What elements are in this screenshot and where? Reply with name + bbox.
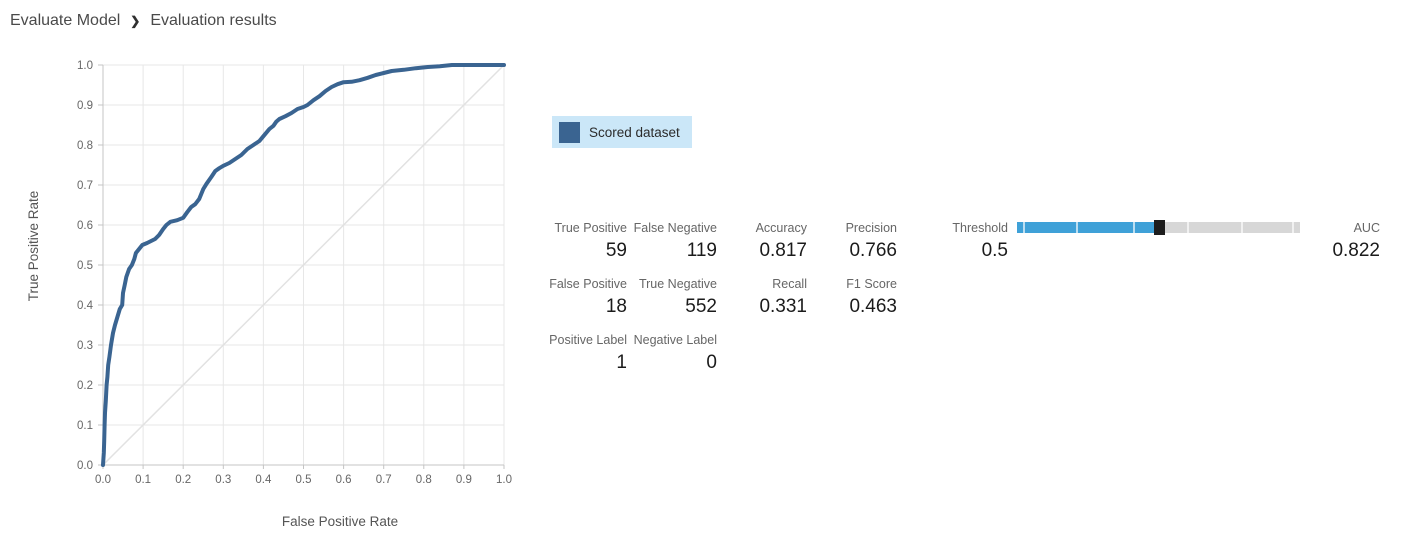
svg-text:0.9: 0.9 bbox=[77, 100, 93, 112]
metric-recall: Recall 0.331 bbox=[717, 276, 807, 332]
svg-text:0.3: 0.3 bbox=[77, 340, 93, 352]
metric-precision: Precision 0.766 bbox=[807, 220, 897, 276]
metric-f1-score: F1 Score 0.463 bbox=[807, 276, 897, 332]
metrics-grid: True Positive 59 False Negative 119 Accu… bbox=[537, 220, 897, 388]
metric-value: 59 bbox=[605, 240, 627, 261]
metric-false-negative: False Negative 119 bbox=[627, 220, 717, 276]
metric-value: 0.766 bbox=[849, 240, 897, 261]
metric-label: False Positive bbox=[549, 277, 627, 291]
metric-negative-label: Negative Label 0 bbox=[627, 332, 717, 388]
metric-label: F1 Score bbox=[846, 277, 897, 291]
metric-true-negative: True Negative 552 bbox=[627, 276, 717, 332]
metric-accuracy: Accuracy 0.817 bbox=[717, 220, 807, 276]
legend-label: Scored dataset bbox=[589, 124, 680, 140]
metric-false-positive: False Positive 18 bbox=[537, 276, 627, 332]
auc-block: AUC 0.822 bbox=[1290, 220, 1380, 264]
slider-tick bbox=[1133, 222, 1136, 233]
slider-tick bbox=[1291, 222, 1294, 233]
threshold-slider[interactable] bbox=[1017, 220, 1300, 235]
slider-tick bbox=[1240, 222, 1243, 233]
threshold-label: Threshold bbox=[952, 221, 1008, 235]
threshold-slider-fill bbox=[1017, 222, 1154, 233]
svg-text:0.0: 0.0 bbox=[95, 474, 111, 486]
metric-value: 0.331 bbox=[759, 296, 807, 317]
metric-label: True Positive bbox=[554, 221, 627, 235]
metric-label: True Negative bbox=[638, 277, 717, 291]
breadcrumb-evaluation-results: Evaluation results bbox=[150, 12, 277, 29]
metric-value: 0.817 bbox=[759, 240, 807, 261]
svg-text:0.7: 0.7 bbox=[77, 180, 93, 192]
svg-text:0.2: 0.2 bbox=[77, 380, 93, 392]
svg-text:False Positive Rate: False Positive Rate bbox=[282, 514, 398, 529]
auc-label: AUC bbox=[1353, 221, 1380, 235]
metric-value: 0.463 bbox=[849, 296, 897, 317]
svg-text:0.8: 0.8 bbox=[77, 140, 93, 152]
threshold-block: Threshold 0.5 bbox=[880, 220, 1008, 264]
slider-tick bbox=[1186, 222, 1189, 233]
svg-text:0.4: 0.4 bbox=[77, 300, 94, 312]
svg-text:0.0: 0.0 bbox=[77, 460, 93, 472]
breadcrumb-evaluate-model[interactable]: Evaluate Model bbox=[10, 12, 121, 29]
metric-label: False Negative bbox=[633, 221, 717, 235]
svg-text:1.0: 1.0 bbox=[496, 474, 512, 486]
auc-value: 0.822 bbox=[1332, 240, 1380, 261]
svg-text:0.8: 0.8 bbox=[416, 474, 432, 486]
metric-true-positive: True Positive 59 bbox=[537, 220, 627, 276]
legend-scored-dataset[interactable]: Scored dataset bbox=[552, 116, 692, 148]
slider-tick bbox=[1076, 222, 1079, 233]
svg-text:0.1: 0.1 bbox=[135, 474, 151, 486]
breadcrumb: Evaluate Model ❯ Evaluation results bbox=[10, 12, 277, 30]
metric-value: 1 bbox=[616, 352, 627, 373]
metric-label: Accuracy bbox=[755, 221, 807, 235]
svg-text:1.0: 1.0 bbox=[77, 60, 93, 72]
metric-label: Precision bbox=[845, 221, 897, 235]
metric-positive-label: Positive Label 1 bbox=[537, 332, 627, 388]
svg-text:0.6: 0.6 bbox=[77, 220, 93, 232]
svg-text:0.4: 0.4 bbox=[255, 474, 272, 486]
svg-text:0.1: 0.1 bbox=[77, 420, 93, 432]
threshold-slider-handle[interactable] bbox=[1153, 220, 1165, 235]
metric-label: Recall bbox=[772, 277, 807, 291]
svg-text:0.5: 0.5 bbox=[77, 260, 93, 272]
svg-text:0.9: 0.9 bbox=[456, 474, 472, 486]
metric-value: 18 bbox=[605, 296, 627, 317]
svg-text:True Positive Rate: True Positive Rate bbox=[26, 191, 41, 302]
svg-text:0.2: 0.2 bbox=[175, 474, 191, 486]
svg-text:0.6: 0.6 bbox=[336, 474, 352, 486]
metric-value: 0 bbox=[706, 352, 717, 373]
slider-tick bbox=[1022, 222, 1025, 233]
metric-label: Positive Label bbox=[549, 333, 627, 347]
metric-value: 552 bbox=[685, 296, 717, 317]
roc-curve-chart: 0.0 0.1 0.2 0.3 0.4 0.5 0.6 0.7 0.8 0.9 1.0 0.0 0.1 0… bbox=[26, 60, 512, 529]
legend-color-swatch bbox=[559, 121, 580, 143]
threshold-value: 0.5 bbox=[981, 240, 1008, 261]
svg-text:0.7: 0.7 bbox=[376, 474, 392, 486]
metric-value: 119 bbox=[686, 240, 717, 261]
svg-text:0.3: 0.3 bbox=[215, 474, 231, 486]
metric-label: Negative Label bbox=[633, 333, 717, 347]
chevron-right-icon: ❯ bbox=[130, 14, 141, 28]
svg-text:0.5: 0.5 bbox=[296, 474, 312, 486]
